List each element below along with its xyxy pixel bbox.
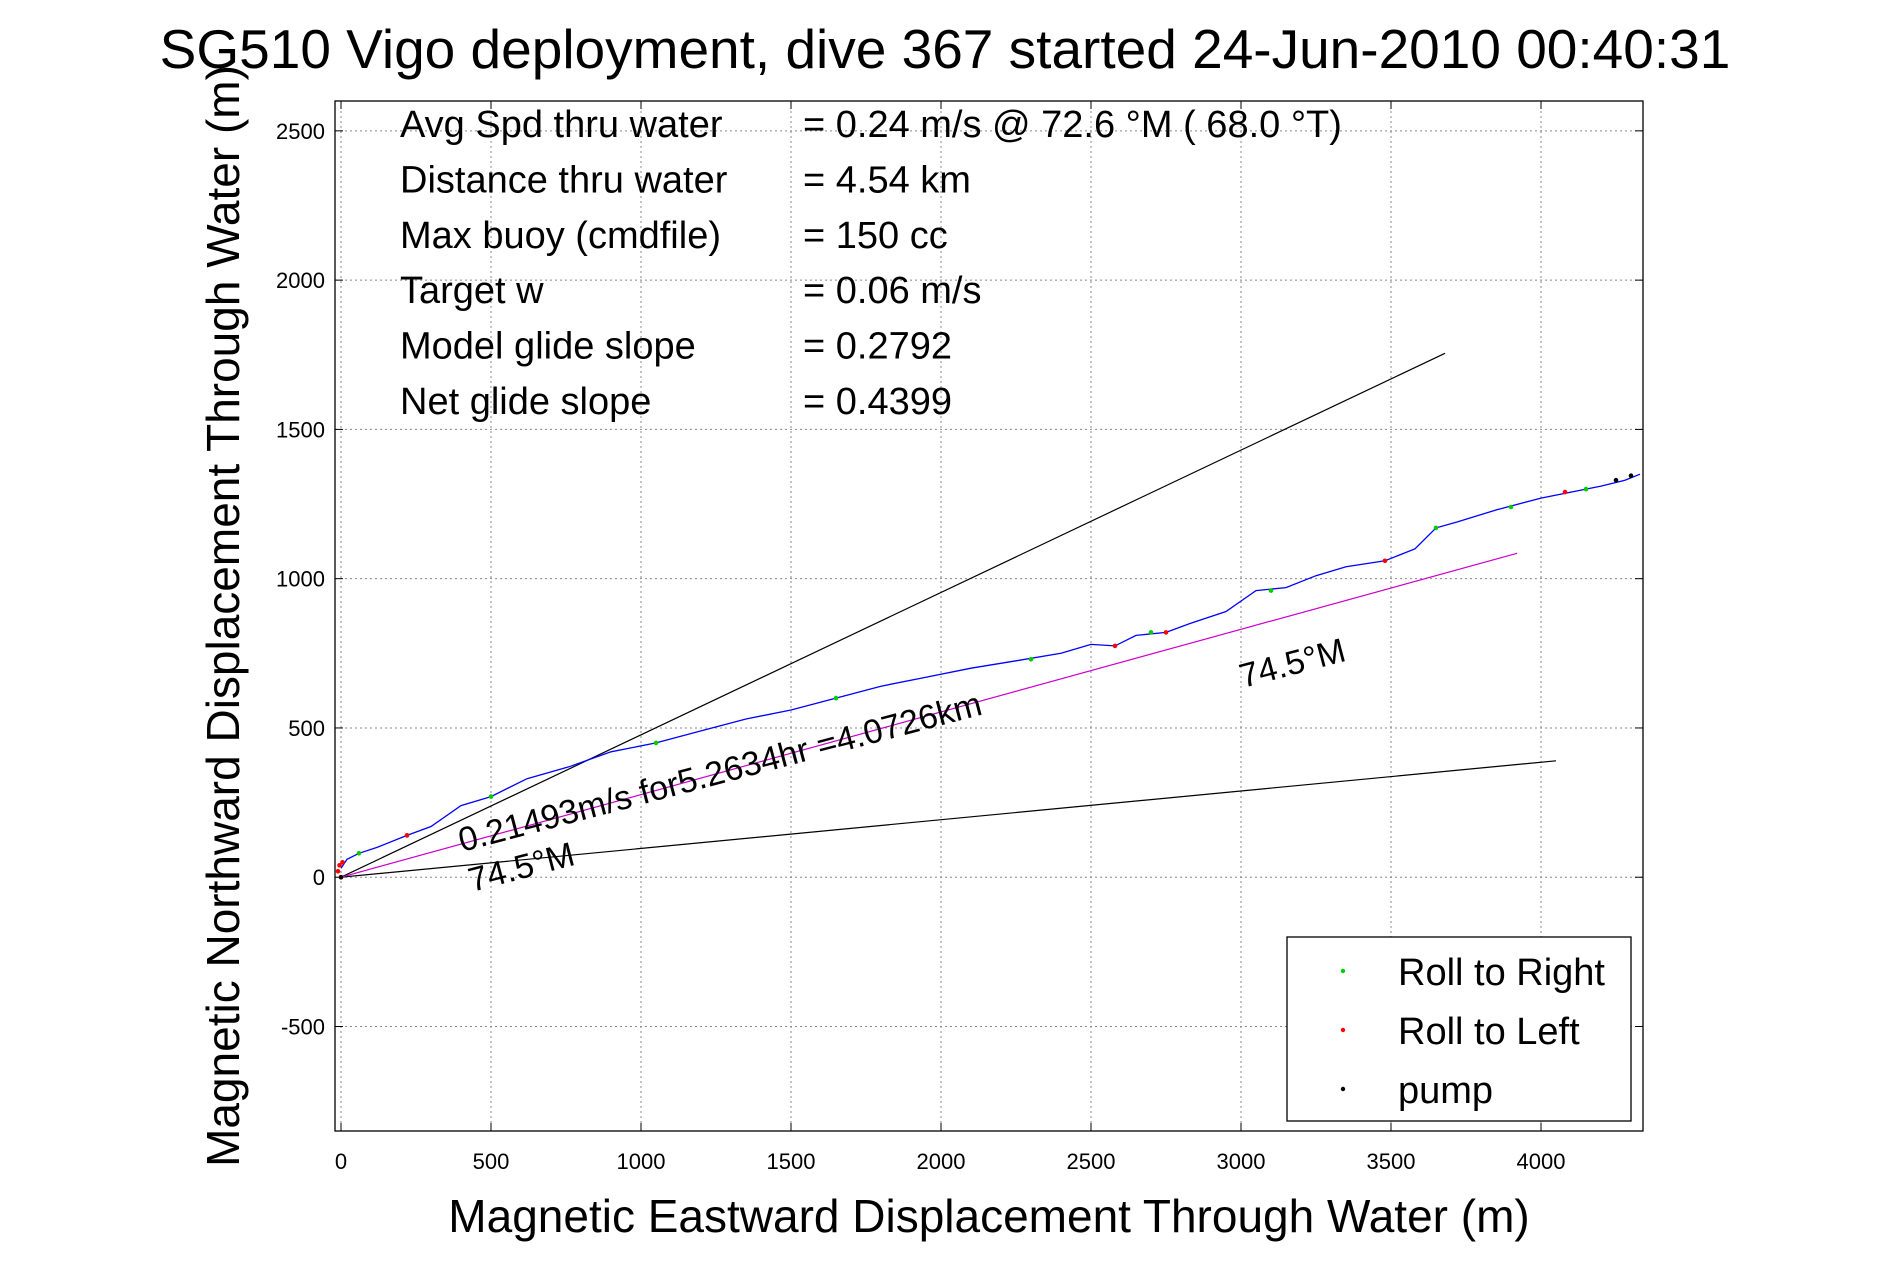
info-value: = 0.06 m/s <box>803 270 981 312</box>
y-tick-label: 500 <box>288 716 325 741</box>
roll-right-point <box>653 740 659 746</box>
roll-right-point <box>1148 630 1154 635</box>
info-value: = 4.54 km <box>803 159 971 201</box>
grid <box>335 101 1643 1131</box>
info-value: = 150 cc <box>803 215 948 257</box>
y-axis-label: Magnetic Northward Displacement Through … <box>197 65 249 1167</box>
info-value: = 0.4399 <box>803 381 952 423</box>
reference-line <box>340 352 1446 878</box>
info-label: Target w <box>400 270 544 312</box>
x-tick-label: 1500 <box>767 1149 816 1174</box>
legend-marker-roll-right <box>1340 968 1346 974</box>
reference-line <box>340 552 1518 878</box>
roll-left-point <box>1382 558 1388 564</box>
roll-left-point <box>1562 489 1568 495</box>
legend-marker-pump <box>1340 1086 1346 1092</box>
roll-right-point <box>833 695 839 701</box>
y-tick-label: 2500 <box>276 119 325 144</box>
series <box>335 473 1641 880</box>
reference-lines <box>340 352 1557 878</box>
roll-left-point <box>1112 643 1118 649</box>
y-tick-label: 1500 <box>276 417 325 442</box>
x-tick-label: 2000 <box>917 1149 966 1174</box>
x-axis-label: Magnetic Eastward Displacement Through W… <box>448 1190 1529 1242</box>
roll-left-point <box>335 869 341 874</box>
y-tick-label: -500 <box>281 1015 325 1040</box>
info-label: Avg Spd thru water <box>400 104 723 146</box>
roll-left-point <box>404 833 410 838</box>
x-tick-label: 4000 <box>1517 1149 1566 1174</box>
legend-label-roll-left: Roll to Left <box>1398 1011 1580 1053</box>
y-tick-label: 1000 <box>276 567 325 592</box>
info-label: Model glide slope <box>400 326 696 368</box>
roll-right-point <box>1028 657 1034 662</box>
x-tick-label: 500 <box>473 1149 510 1174</box>
track-line <box>340 473 1641 869</box>
tick-labels: 0 500 1000 1500 2000 2500 3000 3500 4000 -500 0 500… <box>276 119 1565 1174</box>
info-panel: Avg Spd thru water = 0.24 m/s @ 72.6 °M (… <box>400 104 1342 423</box>
plot-frame <box>334 100 1644 1132</box>
roll-right-point <box>1508 504 1514 510</box>
course-label: 0.21493m/s for5.2634hr =4.0726km <box>454 685 985 860</box>
x-tick-label: 1000 <box>617 1149 666 1174</box>
info-label: Net glide slope <box>400 381 651 423</box>
x-tick-label: 0 <box>335 1149 347 1174</box>
roll-right-point <box>1268 588 1274 593</box>
roll-right-point <box>1583 486 1589 492</box>
legend-marker-roll-left <box>1340 1027 1346 1033</box>
info-label: Distance thru water <box>400 159 728 201</box>
roll-right-point <box>356 851 362 856</box>
pump-point <box>1628 473 1634 479</box>
x-tick-label: 3000 <box>1217 1149 1266 1174</box>
x-tick-label: 2500 <box>1067 1149 1116 1174</box>
y-tick-label: 0 <box>313 865 325 890</box>
chart-title: SG510 Vigo deployment, dive 367 started … <box>160 18 1731 80</box>
legend: Roll to Right Roll to Left pump <box>1286 936 1632 1122</box>
reference-line <box>340 760 1557 878</box>
info-value: = 0.2792 <box>803 326 952 368</box>
roll-left-point <box>337 863 342 868</box>
legend-label-pump: pump <box>1398 1070 1493 1112</box>
y-tick-label: 2000 <box>276 268 325 293</box>
roll-right-point <box>488 794 494 799</box>
heading-label-far: 74.5°M <box>1235 631 1349 695</box>
info-label: Max buoy (cmdfile) <box>400 215 721 257</box>
pump-point <box>1613 477 1619 483</box>
roll-right-point <box>1433 525 1439 531</box>
x-tick-label: 3500 <box>1367 1149 1416 1174</box>
legend-label-roll-right: Roll to Right <box>1398 952 1605 994</box>
roll-left-point <box>340 860 345 865</box>
info-value: = 0.24 m/s @ 72.6 °M ( 68.0 °T) <box>803 104 1342 146</box>
roll-left-point <box>1163 630 1169 635</box>
pump-point <box>338 874 344 880</box>
